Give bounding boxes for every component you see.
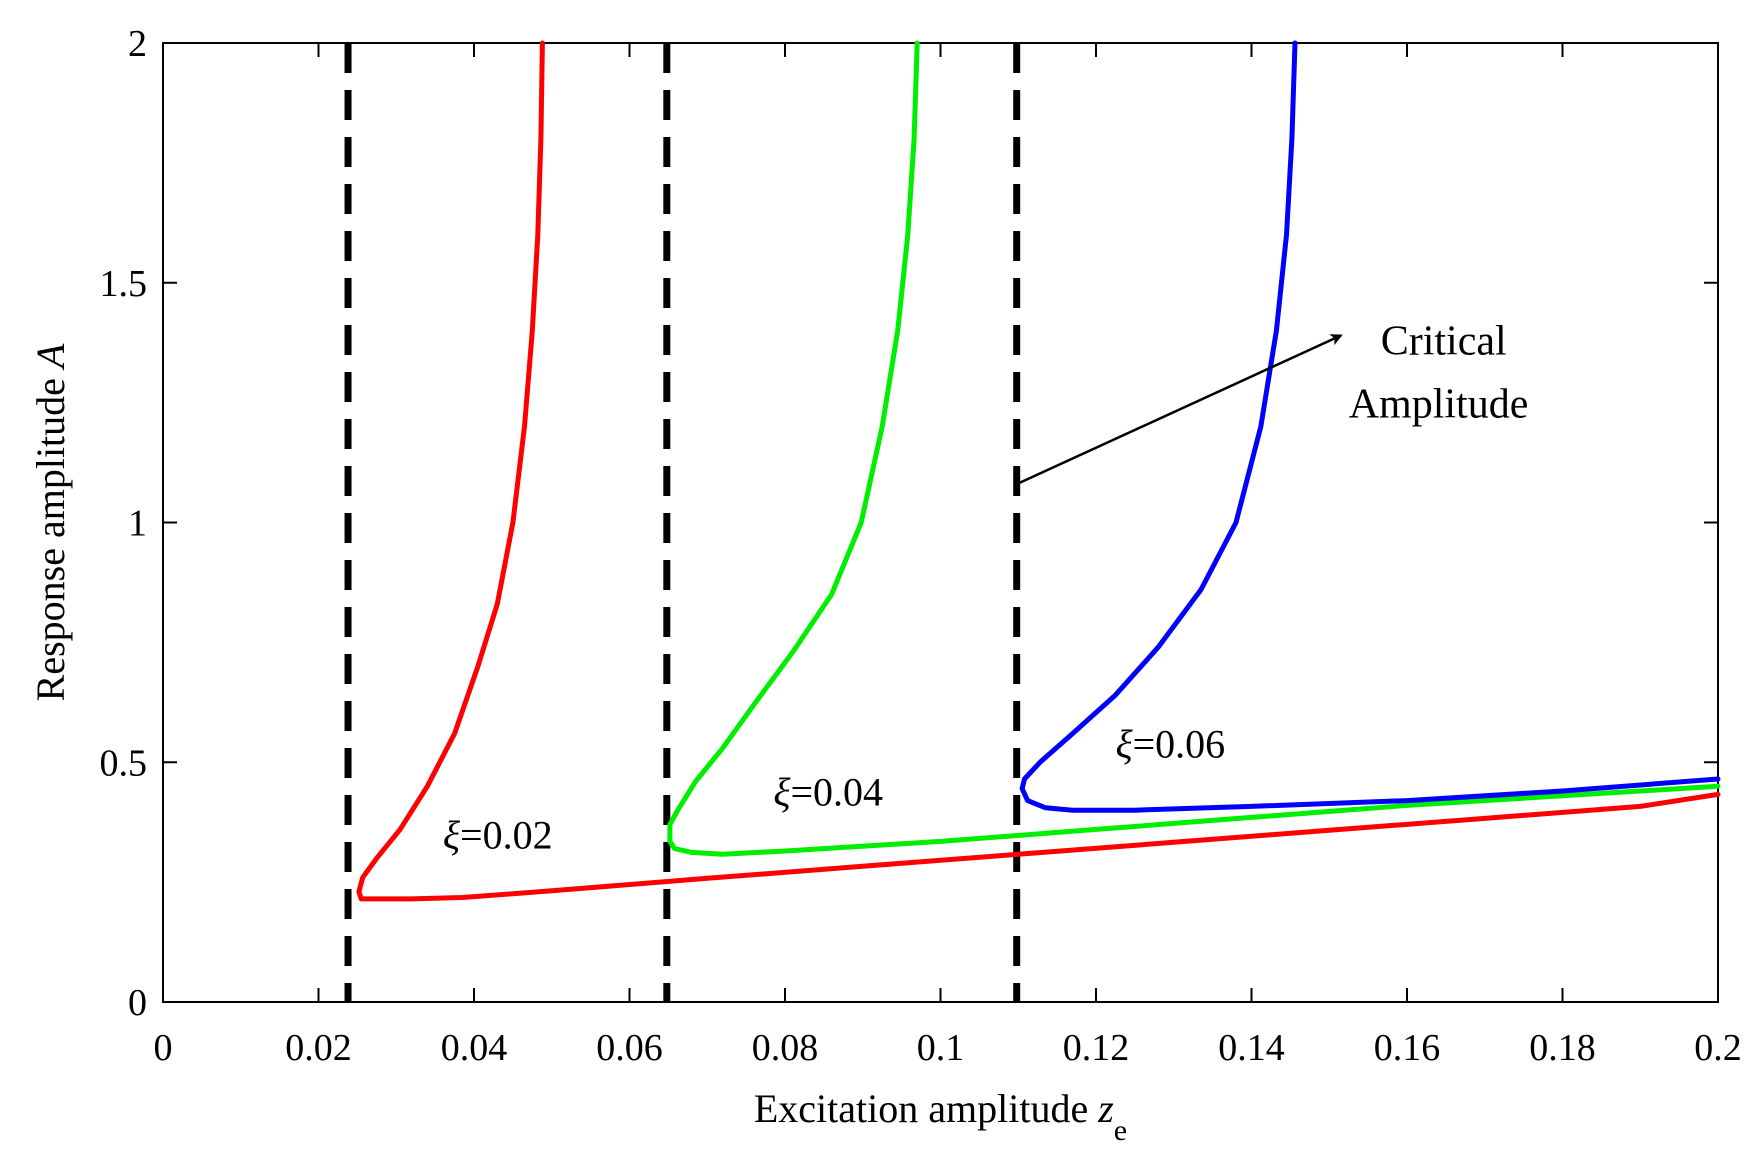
y-tick-label: 1 [128,503,147,545]
series-label: ξ=0.02 [443,813,553,858]
x-tick-label: 0 [154,1027,173,1069]
x-tick-label: 0.2 [1694,1027,1742,1069]
x-tick-label: 0.12 [1063,1027,1130,1069]
series-label-value: =0.04 [790,769,883,814]
y-tick-label: 1.5 [100,263,148,305]
y-axis-title: Response amplitude A [28,343,73,701]
series-label-symbol: ξ [1115,721,1133,766]
series-label: ξ=0.06 [1115,721,1225,766]
x-tick-label: 0.14 [1218,1027,1285,1069]
series-label-value: =0.02 [460,813,553,858]
y-axis-title-symbol: A [28,343,73,371]
annotation-arrow [1016,334,1343,486]
y-tick-label: 0.5 [100,742,148,784]
x-tick-label: 0.1 [917,1027,965,1069]
series-label-value: =0.06 [1133,721,1226,766]
x-axis-title-subscript: e [1114,1114,1127,1147]
series-line [356,40,1721,902]
x-tick-label: 0.16 [1374,1027,1441,1069]
y-tick-label: 0 [128,982,147,1024]
x-tick-label: 0.06 [596,1027,663,1069]
x-tick-label: 0.04 [441,1027,508,1069]
series-label-symbol: ξ [773,769,791,814]
y-tick-label: 2 [128,23,147,65]
x-axis-title: Excitation amplitude ze [754,1086,1127,1147]
x-axis-title-text: Excitation amplitude [754,1086,1098,1131]
series-line [667,40,1721,857]
x-tick-label: 0.08 [752,1027,819,1069]
series-label-symbol: ξ [443,813,461,858]
x-tick-label: 0.02 [285,1027,352,1069]
annotation-text-line: Amplitude [1349,382,1529,428]
plot-area: 0 0.02 0.04 0.06 0.08 0.1 0.12 0.14 0.16 0.18 0.2 0… [28,23,1742,1147]
series-line [1019,40,1721,813]
annotation-text-line: Critical [1381,319,1507,365]
series-label: ξ=0.04 [773,769,883,814]
y-axis-title-text: Response amplitude [28,368,73,701]
annotation-text: Critical Amplitude [1349,319,1529,428]
x-tick-label: 0.18 [1529,1027,1596,1069]
x-axis-title-symbol: z [1097,1086,1114,1131]
